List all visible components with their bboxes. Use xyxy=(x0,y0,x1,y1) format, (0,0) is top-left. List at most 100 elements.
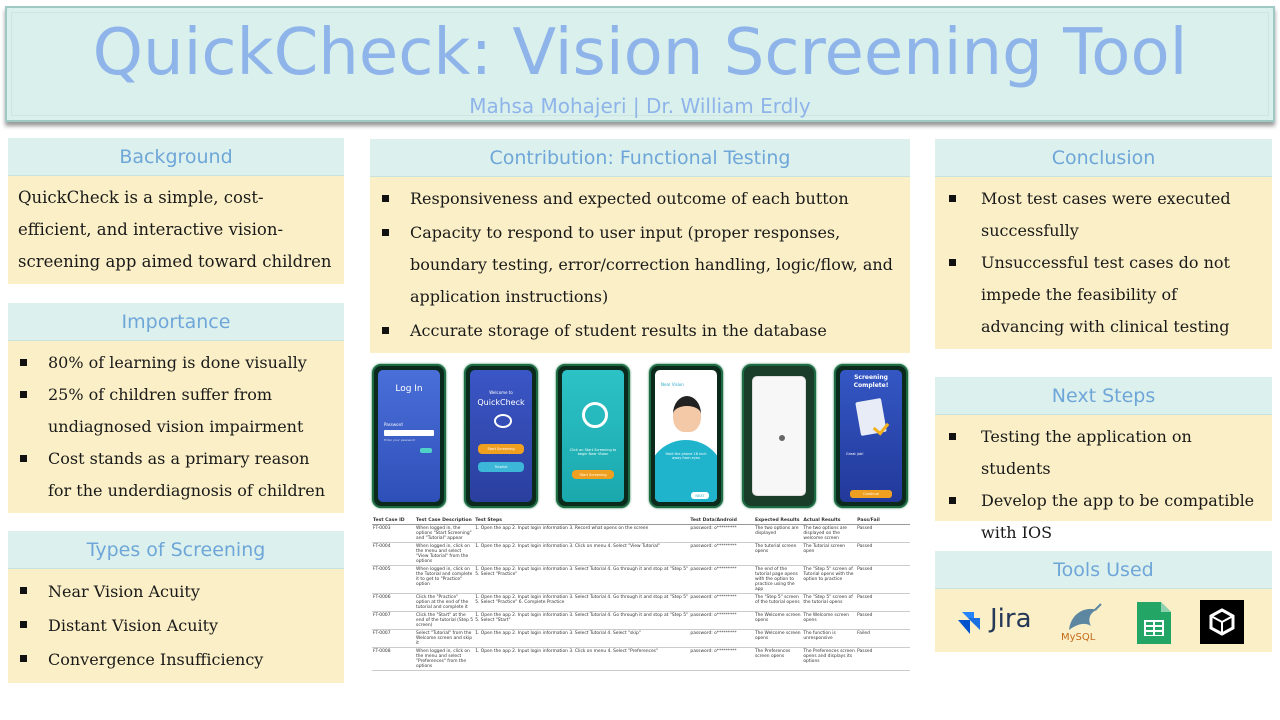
dolphin-icon xyxy=(1069,603,1102,630)
near-vision-screen: Near Vision Hold the phone 16 inch away … xyxy=(655,370,717,502)
cell: password: o********* xyxy=(689,542,754,566)
contribution-panel: Contribution: Functional Testing Respons… xyxy=(370,139,910,353)
cell: password: o********* xyxy=(689,593,754,612)
importance-body: 80% of learning is done visually 25% of … xyxy=(8,341,344,513)
table-row: FT-0006 Click the "Practice" option at t… xyxy=(372,593,910,612)
cell: Passed xyxy=(856,565,910,594)
loading-icon xyxy=(779,435,785,441)
cell: password: o********* xyxy=(689,565,754,594)
cell: The Preferences screen opens and display… xyxy=(802,647,857,671)
tools-panel: Tools Used xyxy=(935,551,1272,652)
jira-label: Jira xyxy=(990,604,1032,634)
complete-button[interactable]: Continue xyxy=(850,490,892,498)
contribution-item: Accurate storage of student results in t… xyxy=(380,315,900,347)
app-screenshots: Log In Password Enter your password Welc… xyxy=(370,362,910,512)
jira-icon xyxy=(958,612,980,634)
col-header: Test Case ID xyxy=(372,517,416,525)
contribution-item: Capacity to respond to user input (prope… xyxy=(380,217,900,313)
types-item: Distant Vision Acuity xyxy=(18,609,334,643)
conclusion-list: Most test cases were executed successful… xyxy=(947,183,1262,343)
complete-button-label: Continue xyxy=(863,492,879,496)
table-row: FT-0005 When logged in, click on the Tut… xyxy=(372,565,910,594)
login-title: Log In xyxy=(395,384,423,394)
blank-screen xyxy=(752,376,806,496)
login-password-field[interactable] xyxy=(384,430,434,436)
cell: The two options are displayed on the wel… xyxy=(802,524,857,543)
start-screening-label-2: Start Screening xyxy=(579,472,607,477)
cell: FT-0004 xyxy=(372,542,416,566)
next-steps-list: Testing the application on students Deve… xyxy=(947,421,1262,549)
phone-complete: Screening Complete! Great job! Continue xyxy=(834,364,908,508)
start-screen: Click on Start Screening to begin Near V… xyxy=(562,370,624,502)
cell: password: o********* xyxy=(689,647,754,671)
conclusion-body: Most test cases were executed successful… xyxy=(935,177,1272,349)
cell: 1. Open the app 2. Input login informati… xyxy=(474,565,690,594)
cell: 1. Open the app 2. Input login informati… xyxy=(474,593,690,612)
welcome-brand: QuickCheck xyxy=(477,398,525,407)
welcome-screen: Welcome to QuickCheck Start Screening Tu… xyxy=(470,370,532,502)
table-row: FT-0008 When logged in, click on the men… xyxy=(372,647,910,671)
col-header: Test Case Description xyxy=(415,517,475,525)
cell: FT-0003 xyxy=(372,524,416,543)
start-screening-button-2[interactable]: Start Screening xyxy=(572,470,614,479)
importance-panel: Importance 80% of learning is done visua… xyxy=(8,303,344,513)
cell: password: o********* xyxy=(689,629,754,648)
cell: FT-0007 xyxy=(372,611,416,630)
test-case-table: Test Case ID Test Case Description Test … xyxy=(372,517,910,683)
table-row: FT-0003 When logged in, the options "Sta… xyxy=(372,524,910,543)
types-list: Near Vision Acuity Distant Vision Acuity… xyxy=(18,575,334,677)
types-panel: Types of Screening Near Vision Acuity Di… xyxy=(8,531,344,683)
next-steps-heading: Next Steps xyxy=(935,377,1272,415)
cell: Passed xyxy=(856,542,910,566)
conclusion-heading: Conclusion xyxy=(935,139,1272,177)
login-placeholder: Enter your password xyxy=(384,438,415,442)
cell: The Welcome screen opens xyxy=(802,611,857,630)
phone-blank xyxy=(742,364,816,508)
cell: The "Step 5" screen of Tutorial opens wi… xyxy=(802,565,857,594)
cell: When logged in, the options "Start Scree… xyxy=(415,524,475,543)
near-vision-wave xyxy=(655,440,717,502)
next-steps-item: Develop the app to be compatible with IO… xyxy=(947,485,1262,549)
types-heading: Types of Screening xyxy=(8,531,344,569)
cell: Click the "Practice" option at the end o… xyxy=(415,593,475,612)
cell: When logged in, click on the menu and se… xyxy=(415,542,475,566)
background-text: QuickCheck is a simple, cost-efficient, … xyxy=(18,188,332,271)
next-label: NEXT xyxy=(695,493,705,498)
cell: 1. Open the app 2. Input login informati… xyxy=(474,524,690,543)
cell: The Preferences screen opens xyxy=(753,647,803,671)
tutorial-button[interactable]: Tutorial xyxy=(478,462,524,472)
tutorial-label: Tutorial xyxy=(494,465,508,469)
cell: 1. Open the app 2. Input login informati… xyxy=(474,629,690,648)
cell: Select "Tutorial" from the Welcome scree… xyxy=(415,629,475,648)
cell: The "Step 5" screen of the tutorial open… xyxy=(753,593,803,612)
cell: When logged in, click on the Tutorial an… xyxy=(415,565,475,594)
mysql-logo: MySQL xyxy=(1061,600,1107,646)
table-row: FT-0007 Select "Tutorial" from the Welco… xyxy=(372,629,910,648)
phone-start: Click on Start Screening to begin Near V… xyxy=(556,364,630,508)
cell: The Welcome screen opens xyxy=(753,611,803,630)
table-row: FT-0007 Click the "Start" at the end of … xyxy=(372,611,910,630)
cell: FT-0005 xyxy=(372,565,416,594)
table-row: FT-0004 When logged in, click on the men… xyxy=(372,542,910,566)
cell: When logged in, click on the menu and se… xyxy=(415,647,475,671)
login-submit-button[interactable] xyxy=(420,448,432,453)
importance-heading: Importance xyxy=(8,303,344,341)
login-screen: Log In Password Enter your password xyxy=(378,370,440,502)
child-illustration xyxy=(673,396,701,432)
start-screening-button[interactable]: Start Screening xyxy=(478,444,524,454)
unity-logo xyxy=(1200,600,1244,646)
types-item: Convergence Insufficiency xyxy=(18,643,334,677)
tools-heading: Tools Used xyxy=(935,551,1272,589)
phone-near-vision: Near Vision Hold the phone 16 inch away … xyxy=(649,364,723,508)
next-button[interactable]: NEXT xyxy=(691,492,709,499)
col-header: Actual Results xyxy=(802,517,857,525)
sheets-logo xyxy=(1131,600,1175,646)
poster-authors: Mahsa Mohajeri | Dr. William Erdly xyxy=(469,94,811,118)
col-header: Pass/Fail xyxy=(856,517,910,525)
hold-phone-text: Hold the phone 16 inch away from eyes xyxy=(665,452,707,460)
cell: Passed xyxy=(856,593,910,612)
cell: The end of the tutorial page opens with … xyxy=(753,565,803,594)
click-start-text: Click on Start Screening to begin Near V… xyxy=(569,448,617,456)
cell: Click the "Start" at the end of the tuto… xyxy=(415,611,475,630)
table-header-row: Test Case ID Test Case Description Test … xyxy=(372,517,910,525)
